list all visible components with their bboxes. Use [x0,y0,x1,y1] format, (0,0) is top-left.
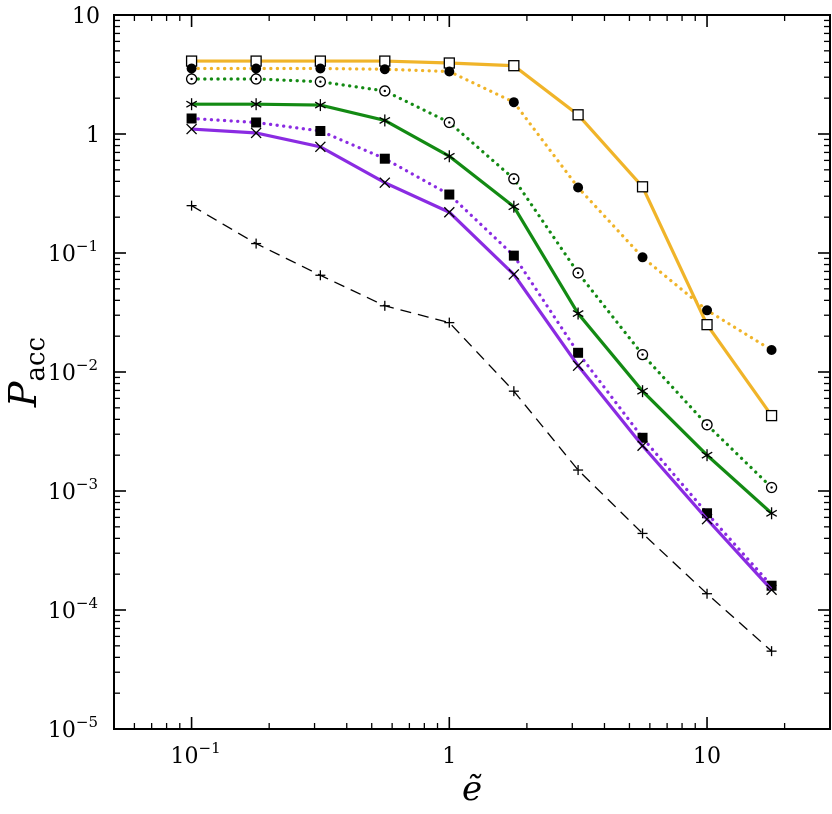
data-point [250,98,262,111]
series-1 [186,63,777,356]
y-axis-label-sub: acc [21,337,51,382]
series-line [191,102,773,515]
series-4 [186,113,777,591]
data-point [508,250,519,261]
data-point [766,584,778,596]
data-point [185,73,198,85]
data-point [250,73,262,85]
data-point [573,182,584,193]
data-point [379,153,390,164]
series-2 [185,73,778,494]
data-point [765,409,778,422]
x-tick-label: 10 [693,744,721,769]
data-point [443,116,455,129]
data-point [573,347,584,358]
data-point [572,307,584,320]
y-axis-label-main: P [1,380,45,408]
data-point [186,113,197,124]
data-point [637,528,648,539]
data-point [444,66,455,77]
plot-frame [113,14,831,730]
data-point [314,141,326,153]
data-point [637,432,648,443]
data-point [251,63,262,74]
data-point [702,508,713,519]
series-5 [186,123,778,596]
y-tick-label: 10 [72,4,100,29]
data-point [315,125,326,136]
series-line [189,66,774,352]
data-point [508,173,520,185]
series-line [191,59,773,417]
data-point [314,76,327,88]
data-point [508,269,520,280]
data-point [701,449,713,462]
data-point [766,646,777,657]
data-point [444,317,455,328]
y-tick-label: 10−1 [48,237,98,267]
series-6 [186,200,777,657]
data-point [573,465,584,476]
y-tick-label: 10−5 [48,713,98,743]
data-point [636,181,649,193]
data-point [508,97,519,108]
data-point [637,385,649,398]
data-point [250,127,262,139]
data-point [314,99,326,112]
data-point [636,348,649,361]
data-point [443,150,455,163]
y-tick-label: 10−4 [48,594,98,624]
data-point [315,63,326,74]
series-line [189,77,774,490]
series-line [191,205,773,652]
data-point [186,63,197,74]
data-point [766,580,777,591]
data-point [186,98,198,111]
data-point [443,57,455,69]
series-layer [185,55,778,657]
y-axis-label: Pacc [1,337,51,408]
data-point [766,507,778,520]
y-tick-label: 10−3 [48,475,98,505]
data-point [572,360,584,372]
data-point [508,60,520,72]
data-point [702,305,713,316]
data-point [186,123,198,135]
data-point [379,85,391,97]
data-point [766,345,777,356]
data-point [379,300,390,311]
series-line [189,116,774,588]
data-point [701,419,713,431]
data-point [701,318,713,331]
series-3 [186,98,778,520]
data-point [379,177,391,189]
y-tick-label: 10−2 [48,356,98,386]
data-point [379,114,391,127]
data-point [251,238,262,249]
x-tick-label: 10−1 [171,739,221,769]
data-point [508,386,519,397]
y-tick-label: 1 [86,123,100,148]
data-point [315,270,326,281]
data-point [444,189,455,200]
data-point [379,64,390,75]
x-axis-label: ẽ [462,769,482,809]
data-point [701,513,713,525]
data-point [637,252,648,263]
axes: 10−1 1 10 10 1 10−1 10−2 10−3 10−4 10−5 [48,4,831,769]
x-tick-label: 1 [442,744,456,769]
data-point [702,588,713,599]
data-point [572,109,584,121]
data-point [572,267,584,279]
series-0 [185,55,778,422]
data-point [251,117,262,128]
data-point [637,440,648,452]
data-point [765,481,778,494]
data-point [443,206,455,218]
series-line [191,127,773,591]
data-point [508,200,520,213]
data-point [186,200,197,211]
